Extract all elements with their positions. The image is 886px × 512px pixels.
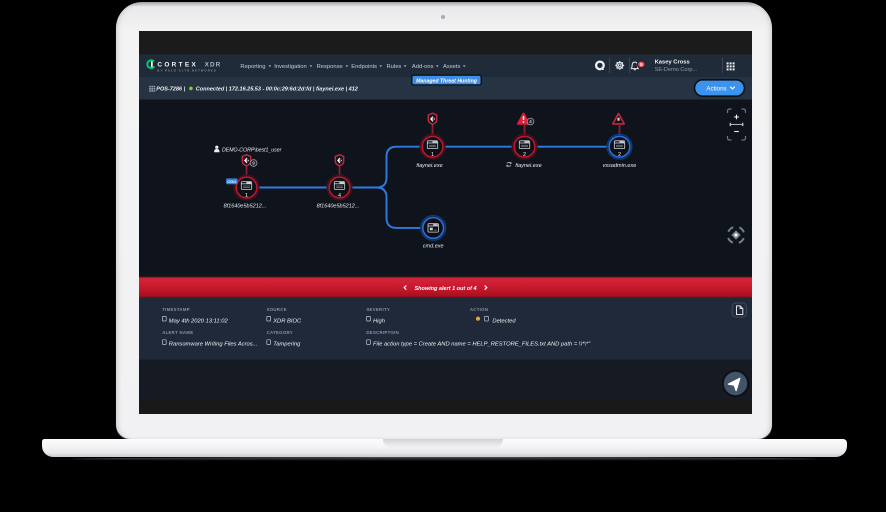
svg-text:File action type = Create AND: File action type = Create AND name = HEL… — [373, 341, 591, 347]
svg-text:Response: Response — [316, 64, 342, 70]
svg-text:CGO: CGO — [227, 179, 236, 184]
svg-text:Kasey Cross: Kasey Cross — [654, 59, 689, 65]
svg-text:High: High — [373, 318, 385, 324]
svg-text:1: 1 — [245, 192, 248, 198]
svg-text:SOURCE: SOURCE — [266, 306, 286, 311]
svg-text:5: 5 — [640, 62, 643, 67]
svg-text:Detected: Detected — [492, 318, 516, 324]
svg-text:BY PALO ALTO NETWORKS: BY PALO ALTO NETWORKS — [157, 68, 216, 72]
svg-text:TIMESTAMP: TIMESTAMP — [162, 306, 190, 311]
svg-text:XDR BIOC: XDR BIOC — [272, 318, 302, 324]
svg-text:DESCRIPTION: DESCRIPTION — [366, 330, 399, 335]
svg-text:fiaynei.exe: fiaynei.exe — [515, 162, 541, 168]
svg-text:Add-ons: Add-ons — [411, 64, 433, 70]
svg-text:CORTEX: CORTEX — [157, 61, 198, 68]
svg-text:ACTION: ACTION — [469, 306, 487, 311]
svg-text:Endpoints: Endpoints — [351, 64, 377, 70]
svg-text:Actions: Actions — [706, 85, 726, 92]
svg-text:cmd.exe: cmd.exe — [422, 243, 443, 249]
svg-text:9: 9 — [252, 160, 255, 165]
svg-text:Showing alert 1 out of 4: Showing alert 1 out of 4 — [414, 285, 476, 291]
svg-text:8f1640e5b5212...: 8f1640e5b5212... — [223, 203, 266, 209]
svg-text:Tampering: Tampering — [273, 341, 301, 347]
svg-text:Rules: Rules — [386, 64, 401, 70]
svg-text:4: 4 — [338, 192, 341, 198]
svg-text:Managed Threat Hunting: Managed Threat Hunting — [416, 78, 478, 84]
svg-text:Connected | 172.16.25.53 - 00:: Connected | 172.16.25.53 - 00:0c:29:6d:2… — [195, 86, 357, 92]
svg-text:SEVERITY: SEVERITY — [366, 306, 390, 311]
svg-text:DEMO-CORP\best1_user: DEMO-CORP\best1_user — [222, 147, 282, 153]
svg-text:2: 2 — [523, 152, 526, 158]
svg-text:XDR: XDR — [204, 61, 221, 68]
svg-text:Reporting: Reporting — [240, 64, 265, 70]
svg-text:May 4th 2020 13:11:02: May 4th 2020 13:11:02 — [168, 318, 228, 324]
svg-text:CATEGORY: CATEGORY — [266, 330, 292, 335]
svg-text:POS-7286 |: POS-7286 | — [156, 86, 185, 92]
svg-text:8f1640e5b5212...: 8f1640e5b5212... — [316, 203, 359, 209]
svg-text:vssadmin.exe: vssadmin.exe — [602, 162, 636, 168]
svg-text:2: 2 — [618, 152, 621, 158]
svg-text:1: 1 — [431, 152, 434, 158]
svg-text:SE-Demo Corp...: SE-Demo Corp... — [654, 67, 697, 73]
svg-text:fiaynei.exe: fiaynei.exe — [416, 162, 442, 168]
svg-text:Investigation: Investigation — [274, 64, 307, 70]
svg-text:Assets: Assets — [443, 64, 460, 70]
svg-text:4: 4 — [529, 119, 532, 124]
svg-text:Ransomware Writing Files Acros: Ransomware Writing Files Acros... — [168, 341, 257, 347]
svg-text:ALERT NAME: ALERT NAME — [162, 330, 193, 335]
